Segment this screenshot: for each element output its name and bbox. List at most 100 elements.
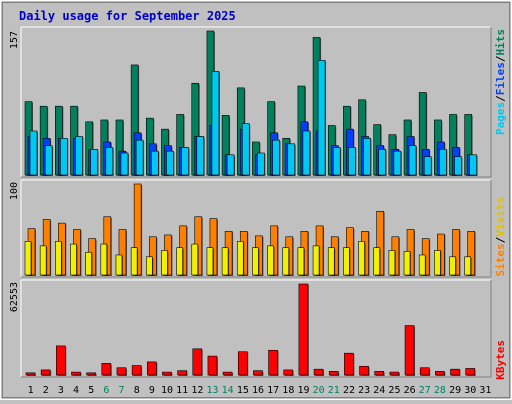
kbytes-bar [131,365,142,376]
legend-sites-visits-part: Sites [494,243,507,276]
visits-bar [297,247,305,276]
pages-bar [196,136,205,176]
kbytes-bar [207,355,218,376]
pages-bar [348,147,356,176]
visits-bar [343,247,350,276]
pages-bar [166,150,174,176]
visits-bar [312,245,320,276]
pages-bar [423,156,432,176]
pages-bar [29,130,38,176]
day-label: 23 [358,385,370,396]
visits-bar [24,241,32,276]
pages-bar [257,152,265,176]
legend-pages-files-hits-part: Pages [494,102,507,135]
visits-bar [191,243,199,276]
visits-bar [373,247,381,276]
legend-sites-visits-part: Visits [494,197,507,237]
day-label: 15 [237,385,249,396]
kbytes-bar [404,325,415,376]
visits-bar [85,251,92,276]
day-label: 20 [313,385,325,396]
kbytes-bar [359,365,369,376]
kbytes-bar [419,367,430,376]
legend-pages-files-hits-part: Files [494,62,507,95]
visits-bar [403,251,411,276]
kbytes-bar [71,371,81,376]
day-label: 28 [434,385,446,396]
kbytes-bar [313,368,324,376]
legend-sites-visits-part: / [494,236,507,243]
day-label: 5 [88,385,94,396]
day-label: 25 [388,385,400,396]
pages-bar [135,139,144,176]
pages-bar [363,138,371,176]
day-label: 14 [222,385,234,396]
kbytes-bar [389,371,400,376]
kbytes-bar [253,370,263,376]
day-label: 18 [282,385,294,396]
day-label: 6 [103,385,109,396]
day-label: 31 [479,385,491,396]
visits-bar [145,256,153,276]
pages-bar [317,60,326,176]
pages-bar [408,145,417,176]
kbytes-bar [237,351,248,376]
visits-bar [39,245,47,276]
day-label: 19 [297,385,309,396]
chart-title: Daily usage for September 2025 [19,9,236,23]
legend-sites-visits: Sites/Visits [494,197,507,277]
visits-bar [449,256,456,276]
kbytes-bar [328,371,339,376]
pages-bar [302,130,311,176]
visits-bar [130,247,138,276]
visits-bar [267,245,274,276]
kbytes-bar [283,369,294,376]
visits-bar [206,247,214,276]
visits-bar [236,241,244,276]
pages-bar [378,149,387,176]
day-label: 8 [134,385,140,396]
day-label: 10 [161,385,173,396]
day-label: 24 [373,385,385,396]
pages-bar [90,149,98,176]
day-label: 9 [149,385,155,396]
pages-bar [105,147,114,176]
kbytes-bar [56,345,66,376]
visits-bar [358,241,365,276]
pages-bar [454,156,462,176]
day-label: 13 [206,385,218,396]
visits-bar [327,247,335,276]
day-label: 1 [28,385,34,396]
kbytes-bar [116,367,127,376]
legend-kbytes-part: KBytes [494,340,507,380]
legend-pages-files-hits-part: Hits [494,29,507,56]
pages-bar [226,154,235,176]
pages-bar [272,139,280,176]
day-label: 4 [73,385,79,396]
visits-bar [176,247,183,276]
kbytes-bar [40,369,51,376]
pages-bar [287,143,296,176]
kbytes-bar [25,372,36,376]
pages-bar [60,138,68,176]
day-label: 26 [404,385,416,396]
day-label: 3 [58,385,64,396]
day-label: 22 [343,385,355,396]
visits-bar [252,247,259,276]
panel-3-background [21,280,491,377]
legend-kbytes: KBytes [494,340,507,380]
panel-3-ymax-label: 62553 [9,282,20,312]
visits-bar [388,250,396,276]
day-label: 16 [252,385,264,396]
visits-bar [161,250,168,276]
legend-pages-files-hits-part: / [494,95,507,102]
day-label: 21 [328,385,340,396]
kbytes-bar [86,372,96,376]
pages-bar [181,147,189,176]
day-label: 29 [449,385,461,396]
pages-bar [150,150,159,176]
kbytes-bar [344,352,354,376]
day-label: 12 [191,385,203,396]
